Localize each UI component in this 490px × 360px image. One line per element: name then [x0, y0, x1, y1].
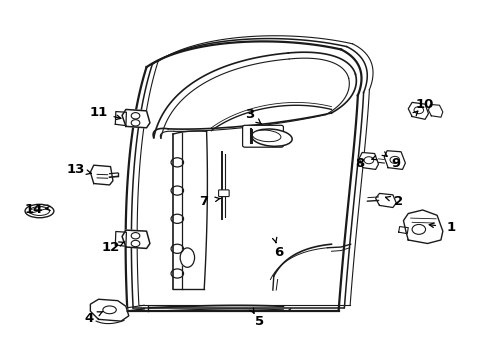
Polygon shape: [403, 210, 443, 243]
Polygon shape: [408, 102, 428, 119]
Polygon shape: [399, 226, 408, 234]
Text: 10: 10: [416, 98, 434, 111]
Text: 13: 13: [67, 163, 85, 176]
Text: 8: 8: [356, 157, 365, 170]
Ellipse shape: [103, 306, 116, 314]
Text: 3: 3: [245, 108, 254, 121]
Polygon shape: [384, 151, 405, 170]
Polygon shape: [90, 299, 129, 321]
Ellipse shape: [29, 207, 49, 215]
Polygon shape: [122, 230, 150, 248]
Polygon shape: [359, 153, 378, 170]
Polygon shape: [115, 112, 126, 126]
FancyBboxPatch shape: [219, 190, 229, 197]
Polygon shape: [428, 104, 443, 117]
Text: 12: 12: [101, 241, 120, 254]
Text: 2: 2: [394, 195, 403, 208]
Text: 11: 11: [89, 107, 108, 120]
Text: 5: 5: [255, 315, 264, 328]
Text: 1: 1: [447, 221, 456, 234]
Polygon shape: [122, 109, 150, 128]
Polygon shape: [376, 193, 396, 207]
Text: 14: 14: [24, 203, 43, 216]
Text: 9: 9: [392, 157, 401, 170]
Polygon shape: [90, 165, 113, 185]
Ellipse shape: [252, 130, 281, 142]
Polygon shape: [115, 231, 126, 246]
Text: 4: 4: [84, 312, 94, 325]
Ellipse shape: [180, 248, 195, 267]
Text: 6: 6: [274, 246, 283, 259]
Text: 7: 7: [199, 195, 209, 208]
FancyBboxPatch shape: [243, 125, 283, 147]
Ellipse shape: [25, 204, 54, 218]
Ellipse shape: [252, 129, 292, 146]
